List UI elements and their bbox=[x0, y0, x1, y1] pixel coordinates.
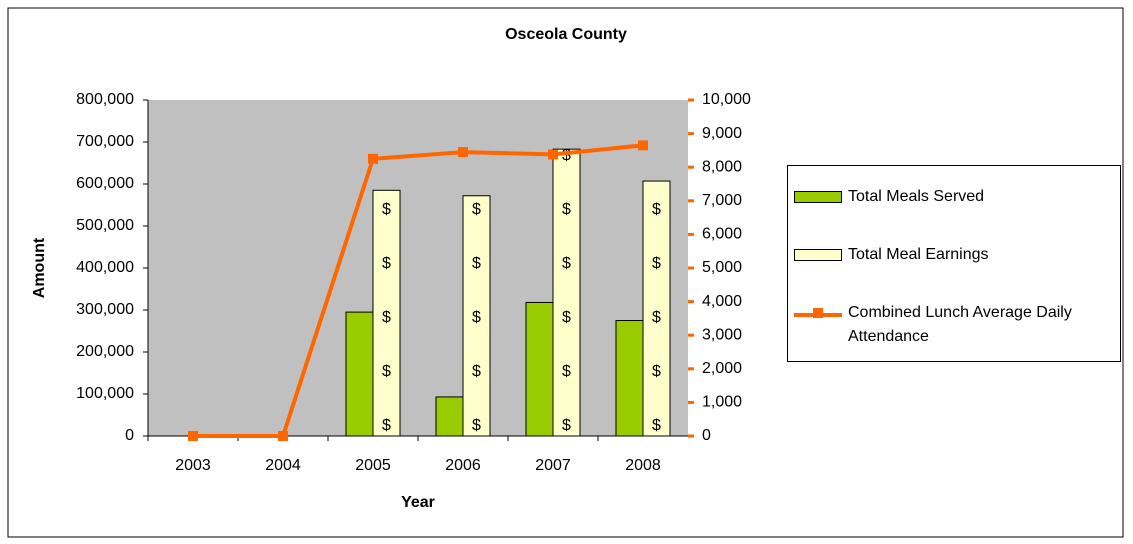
y2-tick-label: 6,000 bbox=[702, 226, 742, 243]
y-tick-label: 0 bbox=[125, 427, 134, 444]
y-tick-label: 300,000 bbox=[76, 301, 134, 318]
y2-tick-label: 2,000 bbox=[702, 360, 742, 377]
bar-pattern: $ bbox=[382, 201, 391, 218]
line-marker bbox=[548, 149, 558, 160]
bar bbox=[435, 396, 464, 437]
x-tick-label: 2007 bbox=[535, 457, 571, 474]
bar-pattern: $ bbox=[652, 417, 661, 434]
y2-tick-label: 3,000 bbox=[702, 326, 742, 343]
bar-pattern: $ bbox=[652, 363, 661, 380]
line-marker bbox=[458, 147, 468, 158]
bar bbox=[462, 195, 491, 437]
legend-label: Total Meal Earnings bbox=[848, 246, 989, 263]
line-marker bbox=[278, 431, 288, 441]
line bbox=[193, 143, 644, 438]
bar-pattern: $ bbox=[562, 309, 571, 326]
y2-tick-label: 10,000 bbox=[702, 91, 751, 108]
legend-entry: Total Meal Earnings bbox=[788, 246, 1114, 267]
bar bbox=[615, 320, 644, 437]
legend-swatch bbox=[794, 249, 842, 261]
bar-pattern: $ bbox=[562, 363, 571, 380]
bar-pattern: $ bbox=[562, 147, 571, 164]
y-tick-label: 400,000 bbox=[76, 259, 134, 276]
y-tick-label: 500,000 bbox=[76, 217, 134, 234]
y-tick-label: 800,000 bbox=[76, 91, 134, 108]
bar-pattern: $ bbox=[652, 309, 661, 326]
bar-pattern: $ bbox=[562, 201, 571, 218]
x-axis-label: Year bbox=[401, 494, 435, 511]
y2-tick-label: 0 bbox=[702, 427, 711, 444]
x-tick-label: 2003 bbox=[175, 457, 211, 474]
y2-tick-label: 1,000 bbox=[702, 394, 742, 411]
bar bbox=[642, 180, 671, 437]
y-tick-label: 200,000 bbox=[76, 343, 134, 360]
bar bbox=[345, 311, 374, 437]
bar-pattern: $ bbox=[472, 255, 481, 272]
legend-marker bbox=[813, 308, 823, 318]
bar-pattern: $ bbox=[382, 309, 391, 326]
line-marker bbox=[188, 431, 198, 441]
bar-pattern: $ bbox=[472, 309, 481, 326]
line-marker bbox=[638, 140, 648, 151]
legend: Total Meals Served Total Meal Earnings Com… bbox=[787, 165, 1121, 362]
bar-pattern: $ bbox=[382, 255, 391, 272]
bar-pattern: $ bbox=[472, 417, 481, 434]
y-tick-label: 700,000 bbox=[76, 133, 134, 150]
y2-tick-label: 4,000 bbox=[702, 293, 742, 310]
bar bbox=[525, 301, 554, 437]
legend-label: Total Meals Served bbox=[848, 188, 985, 205]
bar-pattern: $ bbox=[562, 255, 571, 272]
bar-pattern: $ bbox=[382, 417, 391, 434]
bar-pattern: $ bbox=[562, 417, 571, 434]
x-tick-label: 2006 bbox=[445, 457, 481, 474]
legend-entry: Combined Lunch Average Daily Attendance bbox=[788, 304, 1114, 349]
bar-pattern: $ bbox=[652, 201, 661, 218]
y-axis-label: Amount bbox=[31, 237, 48, 298]
chart-title: Osceola County bbox=[505, 26, 627, 43]
y2-tick-label: 9,000 bbox=[702, 125, 742, 142]
y2-tick-label: 8,000 bbox=[702, 158, 742, 175]
line-marker bbox=[368, 153, 378, 164]
y-tick-label: 100,000 bbox=[76, 385, 134, 402]
legend-swatch bbox=[794, 308, 842, 318]
legend-entry: Total Meals Served bbox=[788, 188, 1114, 209]
y2-tick-label: 7,000 bbox=[702, 192, 742, 209]
y2-tick-label: 5,000 bbox=[702, 259, 742, 276]
bar bbox=[552, 148, 581, 437]
x-tick-label: 2005 bbox=[355, 457, 391, 474]
bar-pattern: $ bbox=[652, 255, 661, 272]
legend-swatch bbox=[794, 191, 842, 203]
legend-label: Combined Lunch Average Daily Attendance bbox=[848, 304, 1072, 345]
bar-pattern: $ bbox=[382, 363, 391, 380]
bar bbox=[372, 189, 401, 437]
y-tick-label: 600,000 bbox=[76, 175, 134, 192]
bar-pattern: $ bbox=[472, 201, 481, 218]
bar-pattern: $ bbox=[472, 363, 481, 380]
x-tick-label: 2008 bbox=[625, 457, 661, 474]
x-tick-label: 2004 bbox=[265, 457, 301, 474]
